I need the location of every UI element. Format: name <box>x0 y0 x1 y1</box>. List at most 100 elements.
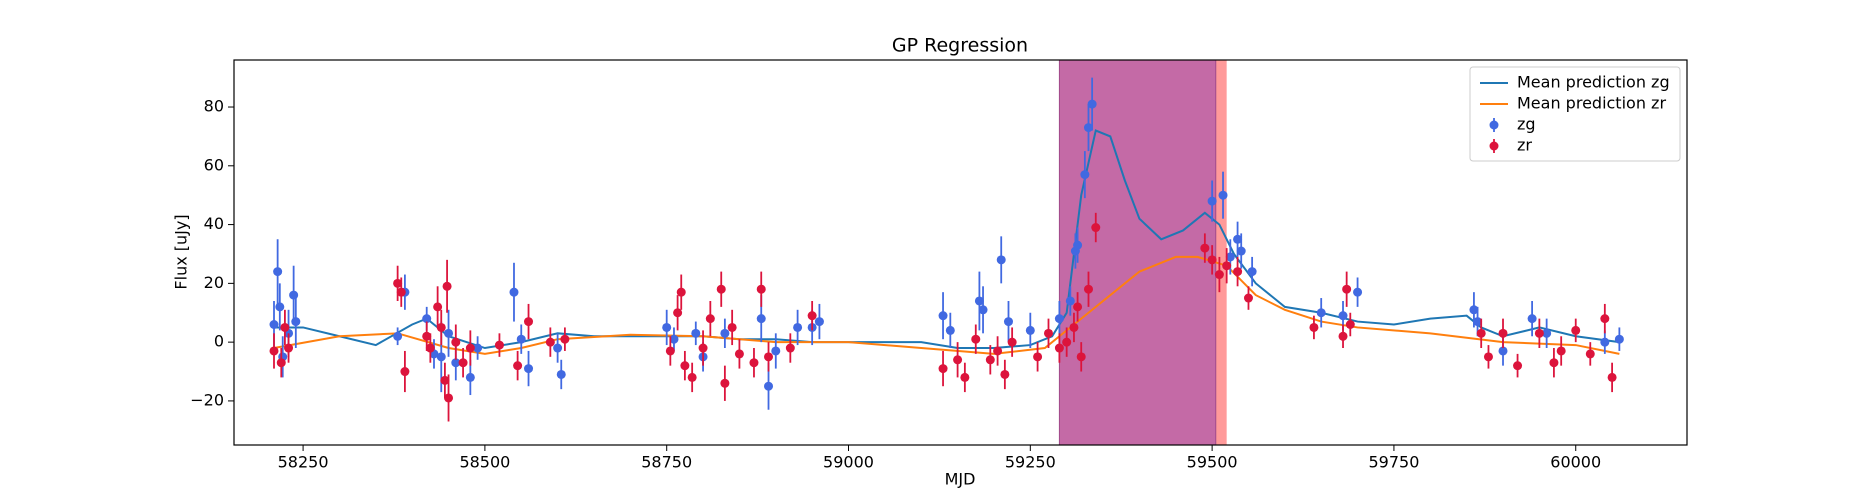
point <box>1556 346 1566 356</box>
point <box>465 372 475 382</box>
point <box>442 281 452 291</box>
point <box>1542 328 1552 338</box>
span <box>1058 60 1217 445</box>
y-tick-label: −20 <box>190 390 224 409</box>
point <box>764 352 774 362</box>
point <box>756 284 766 294</box>
point <box>444 393 454 403</box>
point <box>676 287 686 297</box>
point <box>756 314 766 324</box>
point <box>1527 314 1537 324</box>
point <box>793 322 803 332</box>
point <box>771 346 781 356</box>
point <box>433 302 443 312</box>
point <box>553 343 563 353</box>
plot-area <box>269 60 1624 445</box>
point <box>720 378 730 388</box>
point <box>673 308 683 318</box>
point <box>1033 352 1043 362</box>
point <box>545 337 555 347</box>
point <box>1338 331 1348 341</box>
point <box>273 267 283 277</box>
point <box>662 322 672 332</box>
point <box>1243 293 1253 303</box>
point <box>1080 170 1090 180</box>
legend-label: zr <box>1517 136 1532 155</box>
point <box>1007 337 1017 347</box>
point <box>1338 311 1348 321</box>
point <box>1236 246 1246 256</box>
point <box>1473 317 1483 327</box>
point <box>814 317 824 327</box>
point <box>985 355 995 365</box>
point <box>440 375 450 385</box>
point <box>691 328 701 338</box>
point <box>436 352 446 362</box>
point <box>560 334 570 344</box>
point <box>1498 346 1508 356</box>
axes-frame <box>233 59 1688 446</box>
point <box>807 311 817 321</box>
point <box>665 346 675 356</box>
point <box>1585 349 1595 359</box>
point <box>291 317 301 327</box>
point <box>1073 240 1083 250</box>
point <box>1513 361 1523 371</box>
point <box>1083 123 1093 133</box>
legend-box <box>1469 66 1681 162</box>
point <box>938 311 948 321</box>
legend-label: Mean prediction zr <box>1517 94 1666 113</box>
point <box>1225 252 1235 262</box>
point <box>269 346 279 356</box>
point <box>1233 267 1243 277</box>
point <box>716 284 726 294</box>
point <box>1073 302 1083 312</box>
point <box>1483 352 1493 362</box>
point <box>1207 196 1217 206</box>
point <box>1614 334 1624 344</box>
point <box>1549 358 1559 368</box>
point <box>393 331 403 341</box>
y-tick-label: 40 <box>204 214 224 233</box>
legend-label: Mean prediction zg <box>1517 73 1670 92</box>
chart-title: GP Regression <box>892 35 1028 57</box>
x-tick-label: 59750 <box>1368 453 1419 472</box>
point <box>280 322 290 332</box>
point <box>1054 314 1064 324</box>
y-tick-label: 80 <box>204 97 224 116</box>
point <box>1534 328 1544 338</box>
point <box>524 317 534 327</box>
point <box>1207 255 1217 265</box>
point <box>698 343 708 353</box>
point <box>1091 223 1101 233</box>
point <box>960 372 970 382</box>
point <box>269 320 279 330</box>
point <box>1069 322 1079 332</box>
point <box>465 343 475 353</box>
point <box>687 372 697 382</box>
point <box>425 343 435 353</box>
point <box>734 349 744 359</box>
y-tick-label: 20 <box>204 273 224 292</box>
point <box>513 361 523 371</box>
point <box>451 358 461 368</box>
point <box>1000 369 1010 379</box>
point <box>720 328 730 338</box>
point <box>1498 328 1508 338</box>
point <box>400 367 410 377</box>
point <box>1076 352 1086 362</box>
point <box>1222 261 1232 271</box>
point <box>764 381 774 391</box>
legend-label: zg <box>1517 115 1536 134</box>
x-tick-label: 60000 <box>1550 453 1601 472</box>
point <box>275 302 285 312</box>
point <box>971 334 981 344</box>
point <box>1043 328 1053 338</box>
point <box>556 369 566 379</box>
point <box>727 322 737 332</box>
point <box>1353 287 1363 297</box>
mean-line <box>273 255 1620 355</box>
point <box>953 355 963 365</box>
point <box>458 358 468 368</box>
